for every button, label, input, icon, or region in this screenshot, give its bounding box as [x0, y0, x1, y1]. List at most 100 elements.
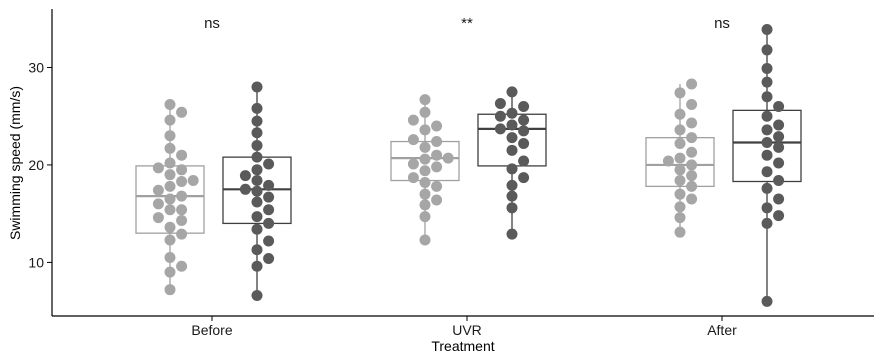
- data-point: [686, 99, 698, 111]
- data-point: [506, 86, 518, 98]
- significance-label-uvr: **: [461, 15, 473, 32]
- data-point: [506, 228, 518, 240]
- data-point: [419, 199, 431, 211]
- data-point: [263, 179, 275, 191]
- data-point: [263, 191, 275, 203]
- data-point: [251, 211, 263, 223]
- x-tick-label-after: After: [707, 322, 737, 338]
- data-point: [251, 164, 263, 176]
- data-point: [176, 149, 188, 161]
- data-point: [773, 210, 785, 222]
- data-point: [506, 163, 518, 175]
- data-point: [518, 172, 530, 184]
- data-point: [674, 87, 686, 99]
- data-point: [407, 134, 419, 146]
- data-point: [164, 142, 176, 154]
- data-point: [773, 119, 785, 131]
- data-point: [251, 244, 263, 256]
- data-point: [686, 117, 698, 129]
- data-point: [761, 62, 773, 74]
- data-point: [251, 185, 263, 197]
- data-point: [761, 76, 773, 88]
- data-point: [419, 165, 431, 177]
- data-point: [506, 190, 518, 202]
- data-point: [674, 137, 686, 149]
- data-point: [263, 235, 275, 247]
- data-point: [164, 180, 176, 192]
- data-point: [164, 130, 176, 142]
- data-point: [686, 159, 698, 171]
- data-point: [239, 183, 251, 195]
- significance-label-before: ns: [204, 15, 220, 32]
- data-point: [662, 155, 674, 167]
- data-point: [176, 190, 188, 202]
- data-point: [164, 157, 176, 169]
- data-point: [239, 170, 251, 182]
- data-point: [761, 202, 773, 214]
- data-point: [518, 125, 530, 137]
- box-group-after-0: [645, 78, 715, 238]
- data-point: [494, 98, 506, 110]
- data-point: [251, 196, 263, 208]
- data-point: [761, 110, 773, 122]
- y-tick-label-0: 10: [28, 254, 44, 270]
- data-point: [442, 152, 454, 164]
- y-tick-label-1: 20: [28, 157, 44, 173]
- iqr-box: [732, 109, 802, 183]
- data-point: [164, 169, 176, 181]
- data-point: [431, 194, 443, 206]
- data-point: [152, 184, 164, 196]
- data-point: [506, 179, 518, 191]
- x-axis-ticks: Before UVR After: [191, 316, 737, 338]
- iqr-box: [645, 136, 715, 188]
- data-point: [263, 217, 275, 229]
- data-point: [419, 124, 431, 136]
- data-point: [176, 260, 188, 272]
- data-point: [506, 132, 518, 144]
- data-point: [176, 106, 188, 118]
- plot-area: [135, 23, 802, 307]
- data-point: [164, 284, 176, 296]
- data-point: [686, 78, 698, 90]
- data-point: [419, 211, 431, 223]
- data-point: [773, 141, 785, 153]
- data-point: [164, 252, 176, 264]
- x-tick-label-uvr: UVR: [452, 322, 482, 338]
- data-point: [164, 221, 176, 233]
- data-point: [251, 127, 263, 139]
- data-point: [152, 162, 164, 174]
- data-point: [674, 152, 686, 164]
- data-point: [263, 252, 275, 264]
- data-point: [761, 217, 773, 229]
- data-point: [176, 164, 188, 176]
- data-point: [761, 182, 773, 194]
- x-axis-title: Treatment: [431, 338, 494, 354]
- data-point: [761, 295, 773, 307]
- data-point: [187, 175, 199, 187]
- data-point: [431, 149, 443, 161]
- data-point: [761, 44, 773, 56]
- data-point: [494, 123, 506, 135]
- x-tick-label-before: Before: [191, 322, 232, 338]
- data-point: [251, 260, 263, 272]
- data-point: [251, 223, 263, 235]
- data-point: [518, 100, 530, 112]
- data-point: [674, 108, 686, 120]
- data-point: [251, 290, 263, 302]
- data-point: [686, 170, 698, 182]
- data-point: [431, 161, 443, 173]
- data-point: [773, 193, 785, 205]
- data-point: [164, 204, 176, 216]
- data-point: [407, 158, 419, 170]
- box-group-uvr-0: [390, 94, 460, 246]
- significance-label-after: ns: [714, 15, 730, 32]
- data-point: [419, 188, 431, 200]
- data-point: [251, 175, 263, 187]
- data-point: [407, 114, 419, 126]
- data-point: [164, 266, 176, 278]
- data-point: [506, 144, 518, 156]
- data-point: [251, 102, 263, 114]
- data-point: [506, 119, 518, 131]
- data-point: [152, 198, 164, 210]
- data-point: [164, 234, 176, 246]
